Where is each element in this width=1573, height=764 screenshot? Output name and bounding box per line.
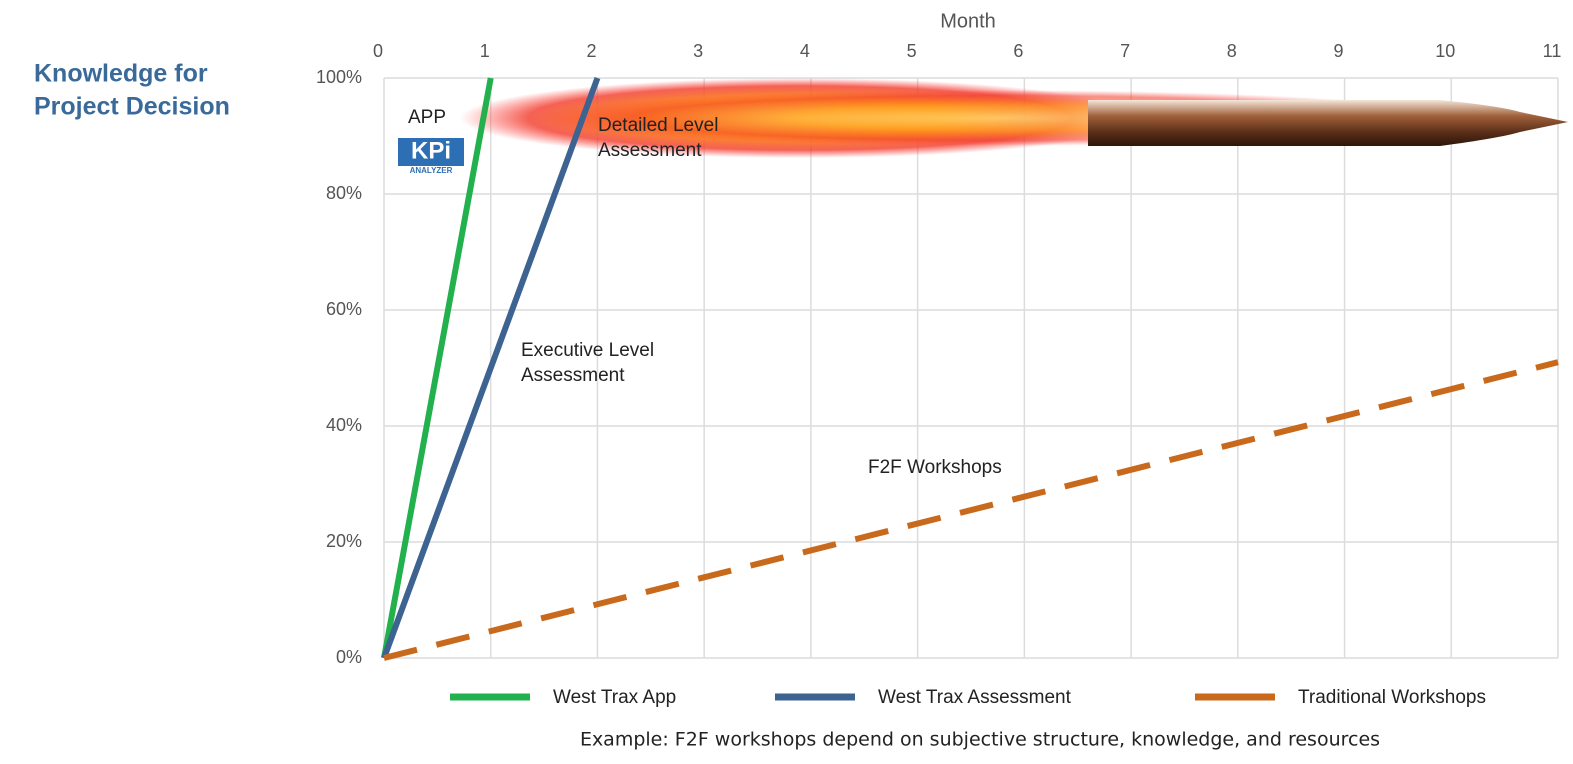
logo-mark: KPi (411, 137, 451, 164)
x-tick-label: 9 (1334, 41, 1344, 61)
x-tick-label: 8 (1227, 41, 1237, 61)
x-tick-label: 2 (586, 41, 596, 61)
x-tick-label: 3 (693, 41, 703, 61)
series-line (384, 362, 1558, 658)
annotation: Detailed Level (598, 115, 718, 136)
annotation: Assessment (521, 365, 625, 386)
y-tick-label: 0% (336, 647, 362, 667)
logo: KPi ANALYZER (398, 137, 464, 175)
y-tick-label: 20% (326, 531, 362, 551)
x-tick-label: 11 (1543, 41, 1562, 61)
y-tick-label: 80% (326, 183, 362, 203)
x-tick-label: 0 (373, 41, 383, 61)
side-title: Project Decision (34, 93, 230, 121)
caption: Example: F2F workshops depend on subject… (580, 729, 1380, 751)
x-tick-label: 7 (1120, 41, 1130, 61)
x-tick-label: 10 (1435, 41, 1455, 61)
legend-label: West Trax Assessment (878, 687, 1072, 708)
logo-caption: ANALYZER (410, 166, 453, 175)
y-tick-label: 60% (326, 299, 362, 319)
annotation: Assessment (598, 140, 702, 161)
legend-label: West Trax App (553, 687, 676, 708)
annotation: F2F Workshops (868, 457, 1002, 478)
x-axis-label: Month (940, 10, 996, 32)
y-tick-label: 40% (326, 415, 362, 435)
y-tick-label: 100% (316, 67, 362, 87)
chart: KPi ANALYZER Knowledge for Project Decis… (0, 0, 1573, 764)
annotation: Executive Level (521, 340, 654, 361)
x-tick-label: 5 (907, 41, 917, 61)
x-tick-label: 4 (800, 41, 810, 61)
x-tick-label: 1 (480, 41, 490, 61)
x-tick-label: 6 (1013, 41, 1023, 61)
annotation: APP (408, 107, 446, 128)
legend-label: Traditional Workshops (1298, 687, 1486, 708)
side-title: Knowledge for (34, 60, 208, 88)
